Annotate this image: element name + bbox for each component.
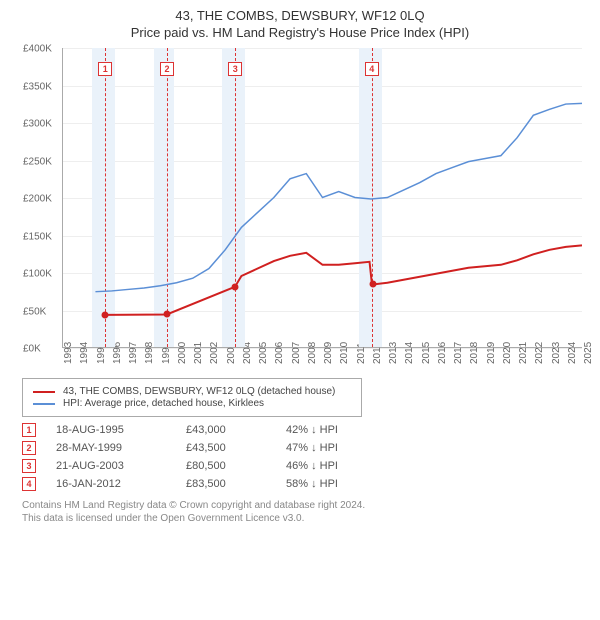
- sale-row-price: £43,500: [186, 442, 286, 454]
- sale-row-marker: 4: [22, 477, 36, 491]
- legend-label: HPI: Average price, detached house, Kirk…: [63, 398, 264, 409]
- y-axis-label: £200K: [23, 194, 52, 205]
- footer-line-1: Contains HM Land Registry data © Crown c…: [22, 499, 578, 512]
- y-axis-label: £250K: [23, 156, 52, 167]
- x-axis-label: 2025: [583, 342, 594, 364]
- y-axis-label: £400K: [23, 44, 52, 55]
- page-subtitle: Price paid vs. HM Land Registry's House …: [12, 25, 588, 40]
- y-axis-label: £350K: [23, 81, 52, 92]
- legend-item: 43, THE COMBS, DEWSBURY, WF12 0LQ (detac…: [33, 386, 351, 397]
- sale-row-pct: 42% ↓ HPI: [286, 424, 406, 436]
- footer-line-2: This data is licensed under the Open Gov…: [22, 512, 578, 525]
- sale-row-price: £83,500: [186, 478, 286, 490]
- sale-row-price: £80,500: [186, 460, 286, 472]
- sales-table: 1 18-AUG-1995£43,00042% ↓ HPI 2 28-MAY-1999…: [22, 423, 578, 491]
- price-chart: £0K£50K£100K£150K£200K£250K£300K£350K£40…: [22, 48, 582, 368]
- y-axis-label: £150K: [23, 231, 52, 242]
- legend-label: 43, THE COMBS, DEWSBURY, WF12 0LQ (detac…: [63, 386, 335, 397]
- page-title: 43, THE COMBS, DEWSBURY, WF12 0LQ: [12, 8, 588, 23]
- sale-dot: [164, 311, 171, 318]
- sale-row-date: 18-AUG-1995: [56, 424, 186, 436]
- sale-row-marker: 3: [22, 459, 36, 473]
- legend-swatch: [33, 391, 55, 393]
- sale-row-date: 16-JAN-2012: [56, 478, 186, 490]
- sale-row-date: 21-AUG-2003: [56, 460, 186, 472]
- y-axis-label: £300K: [23, 119, 52, 130]
- y-axis-label: £50K: [23, 306, 46, 317]
- sale-row-marker: 1: [22, 423, 36, 437]
- legend-item: HPI: Average price, detached house, Kirk…: [33, 398, 351, 409]
- sale-row-date: 28-MAY-1999: [56, 442, 186, 454]
- sale-row-pct: 58% ↓ HPI: [286, 478, 406, 490]
- sale-row-marker: 2: [22, 441, 36, 455]
- legend: 43, THE COMBS, DEWSBURY, WF12 0LQ (detac…: [22, 378, 362, 417]
- sale-row-price: £43,000: [186, 424, 286, 436]
- y-axis-label: £100K: [23, 269, 52, 280]
- chart-lines: [63, 48, 582, 347]
- legend-swatch: [33, 403, 55, 405]
- sale-dot: [102, 311, 109, 318]
- sale-row-pct: 46% ↓ HPI: [286, 460, 406, 472]
- series-property: [105, 245, 582, 315]
- y-axis-label: £0K: [23, 344, 41, 355]
- sale-row: 3 21-AUG-2003£80,50046% ↓ HPI: [22, 459, 578, 473]
- sale-row: 1 18-AUG-1995£43,00042% ↓ HPI: [22, 423, 578, 437]
- sale-dot: [369, 281, 376, 288]
- sale-row: 4 16-JAN-2012£83,50058% ↓ HPI: [22, 477, 578, 491]
- sale-row: 2 28-MAY-1999£43,50047% ↓ HPI: [22, 441, 578, 455]
- footer-attribution: Contains HM Land Registry data © Crown c…: [22, 499, 578, 525]
- sale-row-pct: 47% ↓ HPI: [286, 442, 406, 454]
- sale-dot: [232, 283, 239, 290]
